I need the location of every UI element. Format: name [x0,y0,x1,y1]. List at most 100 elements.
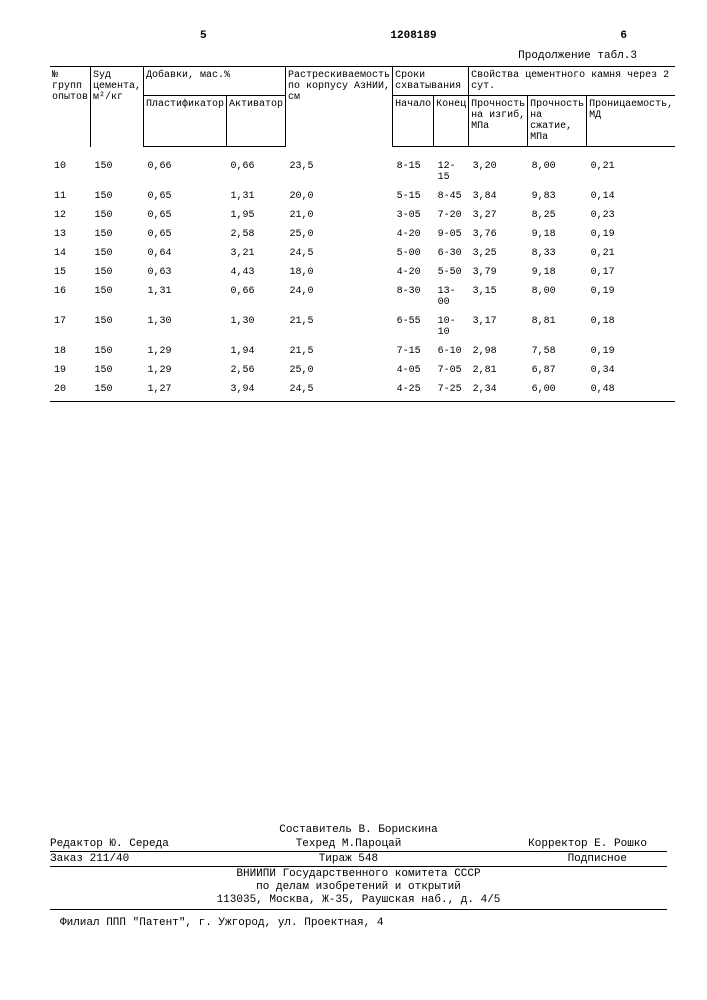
table-cell: 3-05 [393,206,434,225]
table-cell: 3,20 [469,147,528,188]
footer-redaktor: Редактор Ю. Середа [50,838,169,850]
table-cell: 24,5 [286,380,393,402]
table-cell: 4-20 [393,263,434,282]
table-cell: 5-00 [393,244,434,263]
table-cell: 0,19 [587,342,676,361]
table-row: 161501,310,6624,08-3013-003,158,000,19 [50,282,675,312]
table-cell: 13-00 [434,282,469,312]
table-cell: 8-45 [434,187,469,206]
table-cell: 2,98 [469,342,528,361]
table-cell: 3,21 [227,244,286,263]
table-cell: 0,23 [587,206,676,225]
data-table: № групп опытов Sуд цемента, м²/кг Добавк… [50,66,675,402]
table-cell: 4-25 [393,380,434,402]
col-header: Прочность на сжатие, МПа [528,96,587,147]
table-cell: 21,5 [286,342,393,361]
table-row: 121500,651,9521,03-057-203,278,250,23 [50,206,675,225]
footer-filial: Филиал ППП "Патент", г. Ужгород, ул. Про… [50,917,667,929]
table-cell: 7-15 [393,342,434,361]
footer-zakaz: Заказ 211/40 [50,853,129,865]
table-cell: 7-25 [434,380,469,402]
table-cell: 0,21 [587,244,676,263]
right-page-num: 6 [620,30,627,42]
table-cell: 11 [50,187,91,206]
table-cell: 5-50 [434,263,469,282]
table-cell: 0,48 [587,380,676,402]
table-cell: 3,25 [469,244,528,263]
table-cell: 0,19 [587,225,676,244]
table-cell: 9-05 [434,225,469,244]
footer-org1: ВНИИПИ Государственного комитета СССР [50,868,667,880]
table-cell: 6,87 [528,361,587,380]
table-cell: 20,0 [286,187,393,206]
col-header: Пластификатор [144,96,227,147]
table-row: 171501,301,3021,56-5510-103,178,810,18 [50,312,675,342]
table-cell: 1,30 [227,312,286,342]
table-cell: 21,0 [286,206,393,225]
table-cell: 8,33 [528,244,587,263]
table-cell: 6-55 [393,312,434,342]
table-cell: 2,58 [227,225,286,244]
doc-number: 1208189 [390,30,436,42]
table-cell: 8,25 [528,206,587,225]
table-cell: 9,18 [528,225,587,244]
table-cell: 0,21 [587,147,676,188]
table-cell: 0,19 [587,282,676,312]
footer-addr: 113035, Москва, Ж-35, Раушская наб., д. … [50,894,667,906]
table-row: 111500,651,3120,05-158-453,849,830,14 [50,187,675,206]
table-cell: 25,0 [286,225,393,244]
table-cell: 24,0 [286,282,393,312]
table-body: 101500,660,6623,58-1512-153,208,000,2111… [50,147,675,402]
table-cell: 3,76 [469,225,528,244]
table-caption: Продолжение табл.3 [50,50,667,62]
table-cell: 2,81 [469,361,528,380]
table-cell: 5-15 [393,187,434,206]
footer-korrektor: Корректор Е. Рошко [528,838,647,850]
table-cell: 1,27 [144,380,227,402]
table-cell: 19 [50,361,91,380]
table-cell: 18 [50,342,91,361]
col-header: Конец [434,96,469,147]
table-cell: 1,29 [144,342,227,361]
table-row: 151500,634,4318,04-205-503,799,180,17 [50,263,675,282]
col-header: Растрескиваемость по корпусу АзНИИ, см [286,67,393,147]
table-cell: 12 [50,206,91,225]
table-cell: 24,5 [286,244,393,263]
table-cell: 8,00 [528,147,587,188]
table-cell: 16 [50,282,91,312]
table-cell: 8-15 [393,147,434,188]
table-cell: 6,00 [528,380,587,402]
left-page-num: 5 [200,30,207,42]
table-cell: 8,00 [528,282,587,312]
table-cell: 4-20 [393,225,434,244]
table-cell: 4,43 [227,263,286,282]
table-row: 141500,643,2124,55-006-303,258,330,21 [50,244,675,263]
table-cell: 0,18 [587,312,676,342]
page-header: 5 1208189 6 [50,30,667,42]
col-group-header: Добавки, мас.% [144,67,286,96]
table-cell: 150 [91,282,144,312]
table-cell: 0,34 [587,361,676,380]
table-cell: 1,30 [144,312,227,342]
table-cell: 3,94 [227,380,286,402]
table-cell: 0,63 [144,263,227,282]
table-row: 191501,292,5625,04-057-052,816,870,34 [50,361,675,380]
table-cell: 15 [50,263,91,282]
table-cell: 10 [50,147,91,188]
table-cell: 18,0 [286,263,393,282]
table-cell: 1,94 [227,342,286,361]
table-cell: 0,66 [144,147,227,188]
col-group-header: Свойства цементного камня через 2 сут. [469,67,676,96]
footer-sostav: Составитель В. Борискина [50,824,667,836]
footer-tehred: Техред М.Пароцай [296,838,402,850]
table-cell: 10-10 [434,312,469,342]
col-header: Проницаемость, МД [587,96,676,147]
footer: Составитель В. Борискина Редактор Ю. Сер… [50,823,667,930]
table-cell: 0,65 [144,206,227,225]
table-cell: 21,5 [286,312,393,342]
table-cell: 12-15 [434,147,469,188]
table-cell: 1,31 [144,282,227,312]
table-cell: 6-10 [434,342,469,361]
table-cell: 0,64 [144,244,227,263]
col-header: Прочность на изгиб, МПа [469,96,528,147]
